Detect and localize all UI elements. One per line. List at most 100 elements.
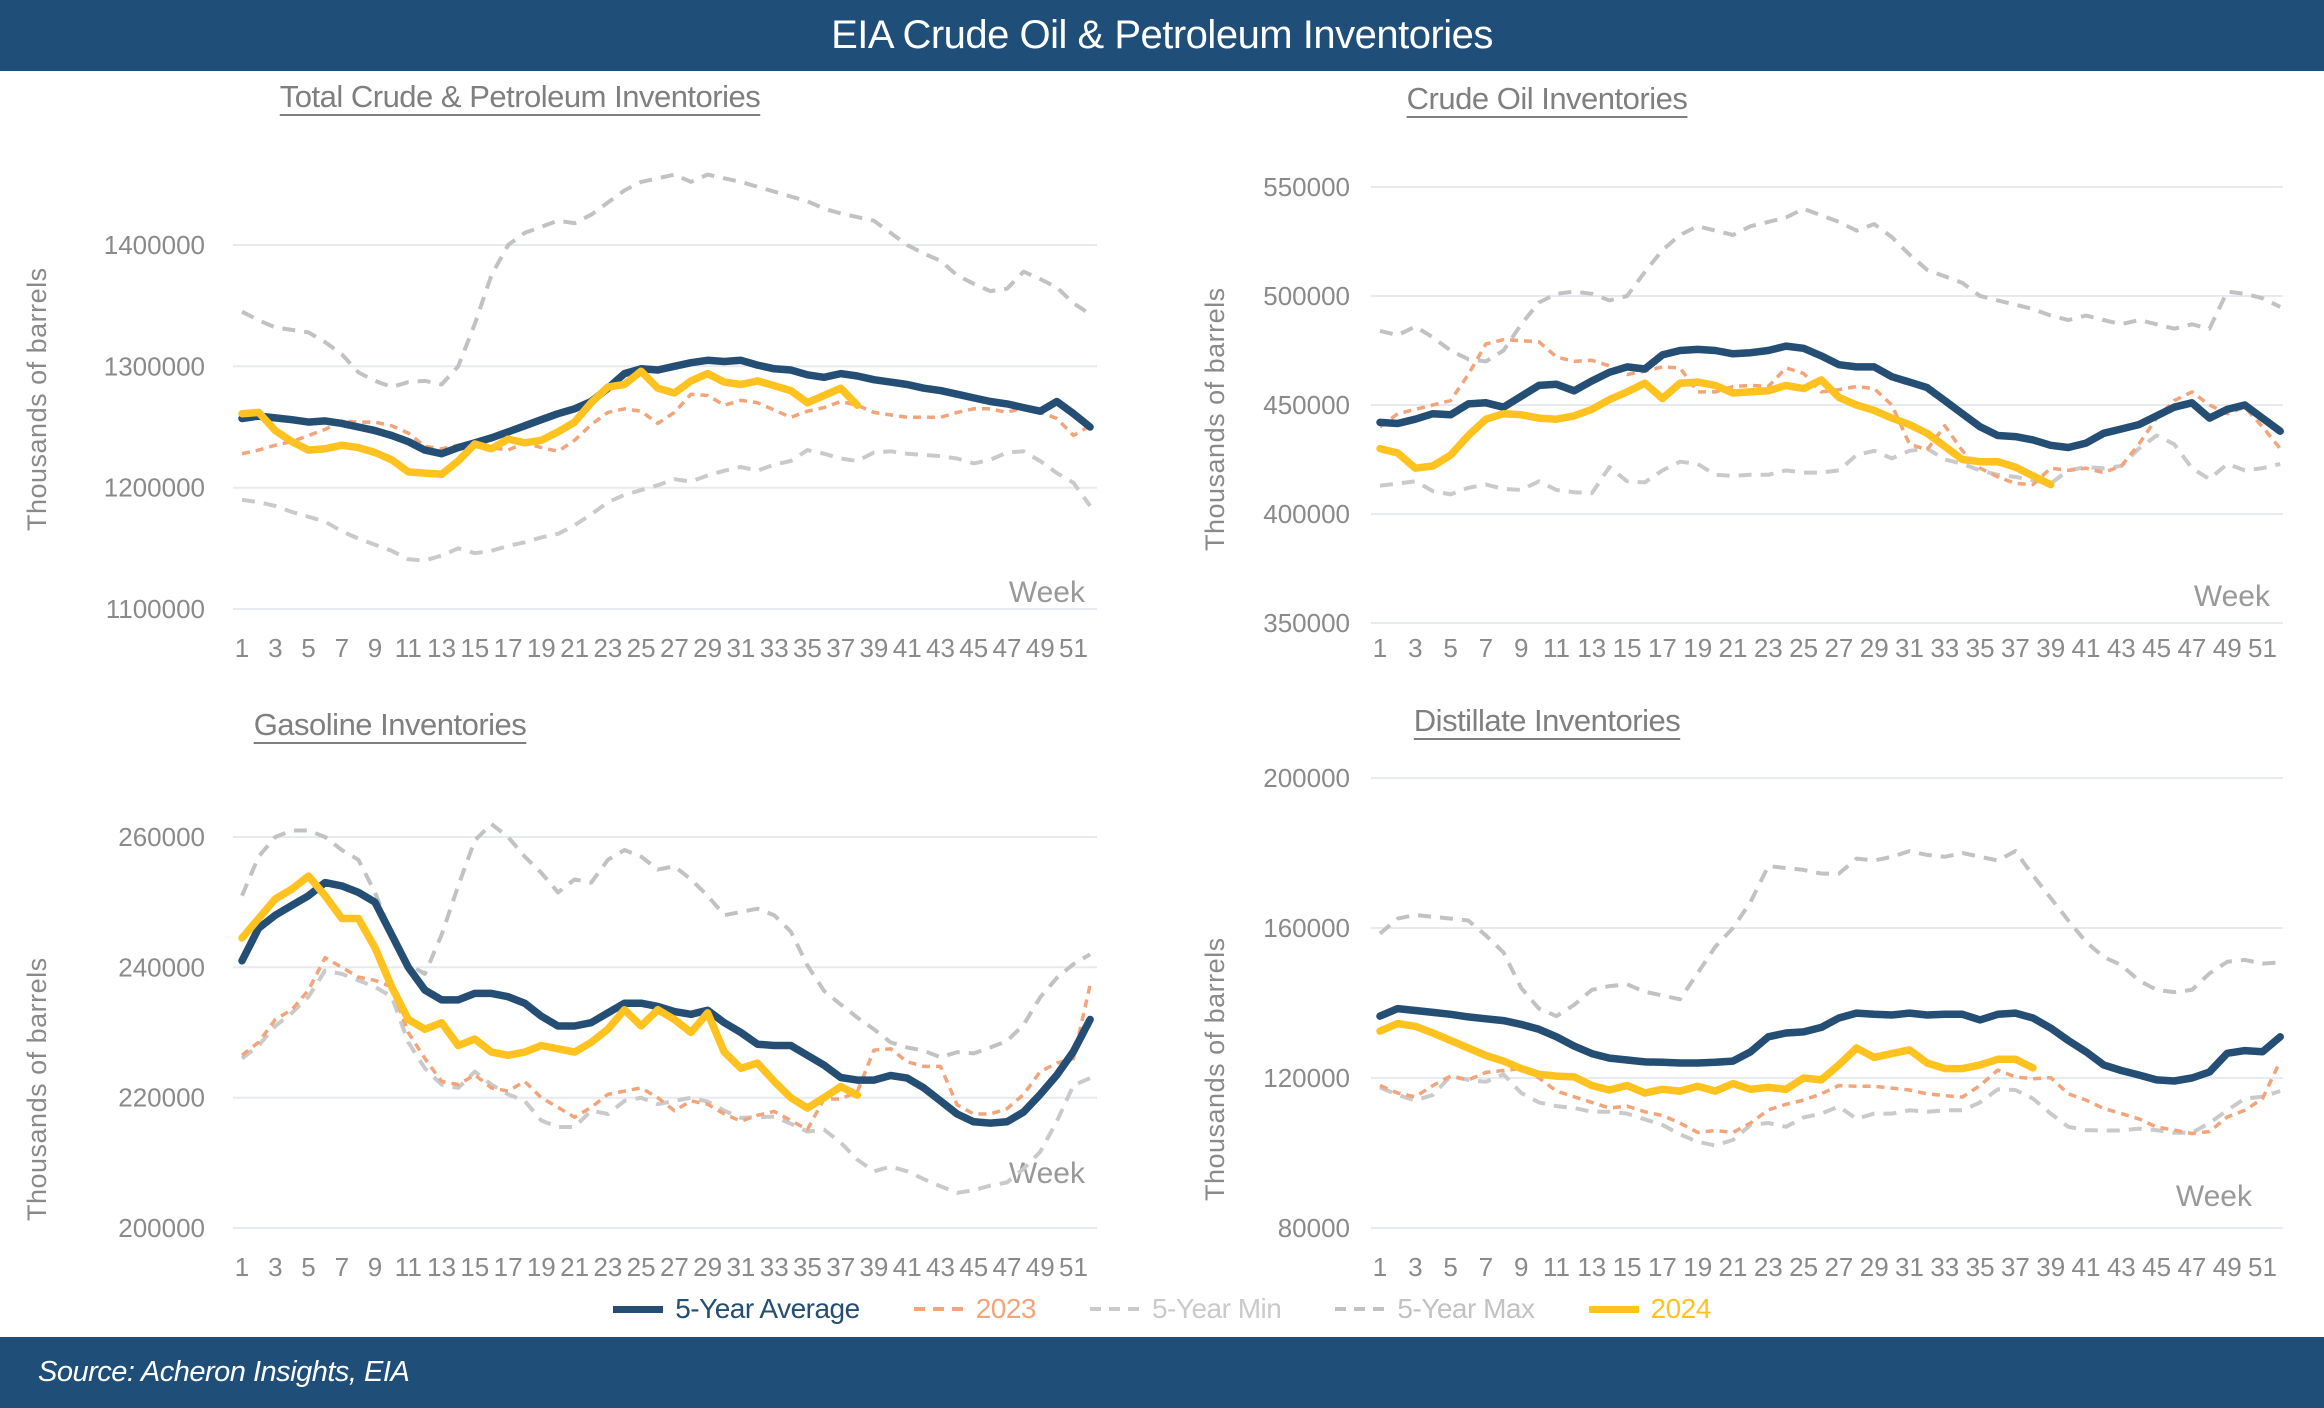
y-tick-label: 200000	[118, 1213, 205, 1243]
series-line-distillate-max	[1378, 849, 2281, 1019]
x-tick-label: 37	[826, 1252, 855, 1282]
x-tick-label: 29	[1860, 1252, 1889, 1282]
x-tick-label: 1	[235, 1252, 249, 1282]
x-tick-label: 29	[1860, 633, 1889, 663]
x-tick-label: 51	[1059, 633, 1088, 663]
chart-title: Distillate Inventories	[1413, 703, 1681, 738]
line-swatch-solid-icon	[1588, 1305, 1639, 1313]
x-tick-label: 5	[1443, 633, 1457, 663]
x-tick-label: 1	[1373, 633, 1387, 663]
line-swatch-solid-icon	[613, 1305, 664, 1313]
x-tick-label: 37	[826, 633, 855, 663]
line-swatch-dashed-icon	[1089, 1307, 1140, 1311]
x-tick-label: 35	[1966, 633, 1995, 663]
x-tick-label: 19	[1683, 1252, 1712, 1282]
y-tick-label: 450000	[1263, 390, 1350, 420]
series-line-total-y2023	[241, 392, 1091, 456]
x-tick-label: 39	[2036, 1252, 2065, 1282]
x-tick-label: 5	[301, 1252, 315, 1282]
x-tick-label: 25	[1789, 633, 1818, 663]
x-tick-label: 23	[1754, 633, 1783, 663]
x-tick-label: 17	[1648, 1252, 1677, 1282]
x-tick-label: 33	[760, 633, 789, 663]
x-tick-label: 7	[1479, 633, 1493, 663]
x-tick-label: 17	[1648, 633, 1677, 663]
y-tick-label: 350000	[1263, 608, 1350, 638]
x-tick-label: 41	[2072, 633, 2101, 663]
x-tick-label: 13	[427, 1252, 456, 1282]
series-line-distillate-avg	[1376, 1004, 2284, 1085]
x-tick-label: 13	[1577, 1252, 1606, 1282]
x-tick-label: 7	[1479, 1252, 1493, 1282]
y-tick-label: 1300000	[104, 351, 205, 381]
x-tick-label: 47	[2177, 633, 2206, 663]
y-tick-label: 500000	[1263, 281, 1350, 311]
y-tick-label: 550000	[1263, 172, 1350, 202]
x-tick-label: 21	[560, 633, 589, 663]
x-tick-label: 31	[726, 1252, 755, 1282]
x-tick-label: 17	[494, 633, 523, 663]
legend-item-2023: 2023	[913, 1293, 1037, 1325]
line-swatch-dashed-icon	[1335, 1307, 1386, 1311]
legend-label: 2024	[1650, 1293, 1712, 1324]
x-tick-label: 13	[1577, 633, 1606, 663]
chart-title: Total Crude & Petroleum Inventories	[279, 79, 761, 114]
x-tick-label: 21	[1719, 1252, 1748, 1282]
chart-crude-oil: Crude Oil Inventories Thousands of barre…	[1162, 71, 2324, 671]
x-tick-label: 19	[527, 633, 556, 663]
series-line-gasoline-avg	[238, 878, 1094, 1127]
x-tick-label: 27	[660, 1252, 689, 1282]
x-tick-label: 3	[268, 633, 282, 663]
x-tick-label: 3	[1408, 1252, 1422, 1282]
x-tick-label: 51	[2248, 633, 2277, 663]
x-tick-label: 49	[1026, 1252, 1055, 1282]
x-tick-label: 39	[859, 1252, 888, 1282]
x-tick-label: 41	[2072, 1252, 2101, 1282]
x-tick-label: 27	[1824, 1252, 1853, 1282]
legend-item-5-year-average: 5-Year Average	[613, 1293, 860, 1325]
chart-gasoline: Gasoline Inventories Thousands of barrel…	[0, 671, 1162, 1283]
y-tick-label: 200000	[1263, 763, 1350, 793]
x-tick-label: 21	[560, 1252, 589, 1282]
legend-label: 2023	[975, 1293, 1037, 1324]
y-tick-label: 220000	[118, 1083, 205, 1113]
x-tick-label: 45	[2142, 633, 2171, 663]
x-tick-label: 29	[693, 1252, 722, 1282]
x-tick-label: 49	[2213, 1252, 2242, 1282]
x-tick-label: 31	[1895, 1252, 1924, 1282]
legend-label: 5-Year Min	[1151, 1293, 1282, 1324]
x-tick-label: 51	[1059, 1252, 1088, 1282]
x-tick-label: 25	[627, 1252, 656, 1282]
x-tick-label: 7	[335, 633, 349, 663]
x-tick-label: 37	[2001, 633, 2030, 663]
y-tick-label: 1100000	[106, 594, 205, 624]
chart-title: Gasoline Inventories	[253, 707, 527, 742]
x-tick-label: 17	[494, 1252, 523, 1282]
chart-distillate: Distillate Inventories Thousands of barr…	[1162, 671, 2324, 1283]
x-tick-label: 41	[893, 633, 922, 663]
legend-item-2024: 2024	[1588, 1293, 1712, 1325]
series-line-distillate-min	[1379, 1072, 2281, 1148]
x-tick-label: 9	[1514, 1252, 1528, 1282]
x-tick-label: 41	[893, 1252, 922, 1282]
x-tick-label: 7	[335, 1252, 349, 1282]
y-tick-label: 80000	[1278, 1213, 1350, 1243]
x-tick-label: 1	[1373, 1252, 1387, 1282]
x-tick-label: 43	[2107, 1252, 2136, 1282]
source-note: Source: Acheron Insights, EIA	[38, 1356, 410, 1388]
x-tick-label: 43	[2107, 633, 2136, 663]
x-axis-title: Week	[1009, 576, 1086, 609]
series-line-crude-y2023	[1378, 337, 2282, 487]
x-tick-label: 37	[2001, 1252, 2030, 1282]
series-line-crude-max	[1379, 206, 2282, 364]
y-tick-label: 160000	[1263, 913, 1350, 943]
x-tick-label: 13	[427, 633, 456, 663]
x-tick-label: 25	[627, 633, 656, 663]
legend-item-5-year-min: 5-Year Min	[1089, 1293, 1282, 1325]
x-axis-title: Week	[1009, 1157, 1086, 1190]
series-line-crude-min	[1379, 433, 2281, 497]
chart-title: Crude Oil Inventories	[1406, 81, 1688, 116]
x-tick-label: 35	[1966, 1252, 1995, 1282]
x-tick-label: 39	[2036, 633, 2065, 663]
